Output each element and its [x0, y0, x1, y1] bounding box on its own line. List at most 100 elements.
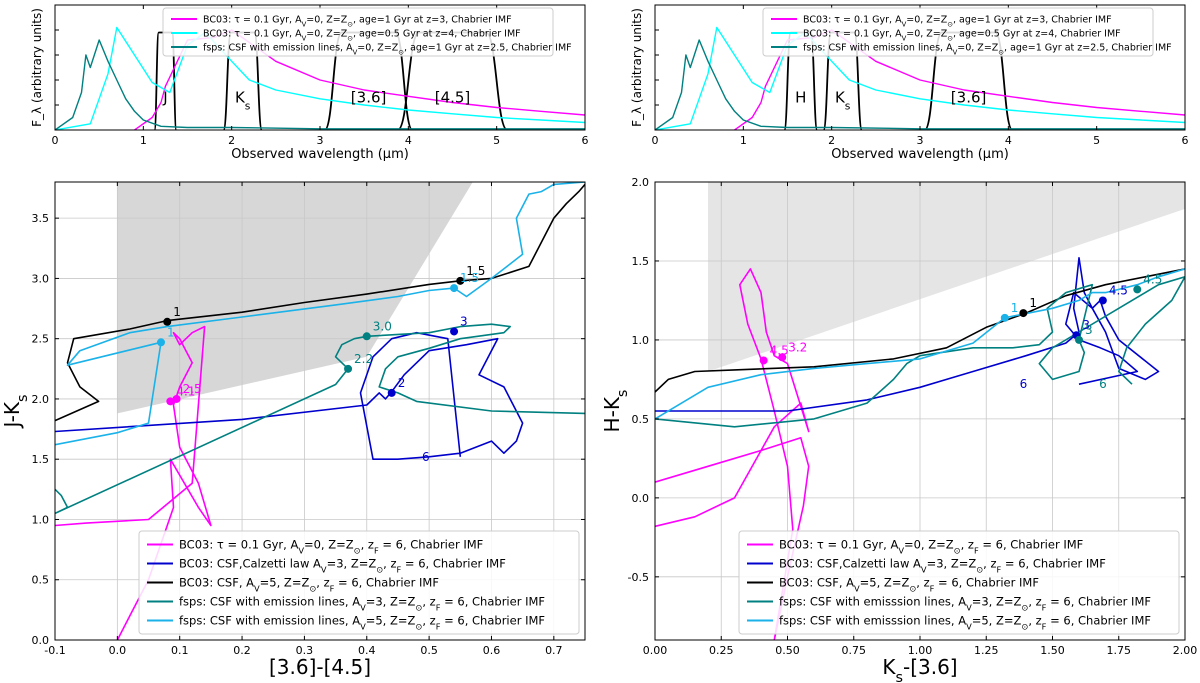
- data-point: [778, 353, 787, 362]
- data-point: [1133, 285, 1142, 294]
- legend-label: BC03: τ = 0.1 Gyr, AV=0, Z=Z⊙, age=0.5 G…: [803, 28, 1121, 42]
- end-label: 6: [422, 450, 430, 464]
- x-tick-label: 2: [828, 134, 835, 147]
- legend: BC03: τ = 0.1 Gyr, AV=0, Z=Z⊙, zF = 6, C…: [138, 530, 580, 635]
- point-label: 3.0: [373, 319, 392, 333]
- legend: BC03: τ = 0.1 Gyr, AV=0, Z=Z⊙, age=1 Gyr…: [762, 7, 1172, 57]
- data-point: [387, 388, 396, 397]
- chart-sed_left: J Ks [3.6] [4.5] 0 1 2 3 4 5 6 Observed wavelength …: [30, 4, 589, 162]
- x-tick-label: 0.25: [709, 644, 734, 657]
- y-tick-label: 1.0: [32, 513, 50, 526]
- filter-label: H: [795, 89, 806, 107]
- x-axis-label: [3.6]-[4.5]: [269, 655, 371, 679]
- series-line-4: [55, 182, 585, 446]
- legend-label: BC03: CSF,Calzetti law AV=3, Z=Z⊙, zF = …: [179, 557, 506, 575]
- x-tick-label: 6: [582, 134, 589, 147]
- data-point: [450, 284, 459, 293]
- x-tick-label: 0.50: [775, 644, 800, 657]
- series-line-2: [55, 39, 585, 130]
- x-tick-label: 0.4: [358, 644, 376, 657]
- data-point: [456, 276, 465, 285]
- x-tick-label: 1.50: [1040, 644, 1065, 657]
- x-tick-label: 0.75: [842, 644, 867, 657]
- x-tick-label: 1.25: [974, 644, 999, 657]
- point-label: 1.5: [460, 271, 479, 285]
- point-label: 2.2: [354, 352, 373, 366]
- x-tick-label: 1.75: [1107, 644, 1132, 657]
- y-tick-label: 1.0: [632, 334, 650, 347]
- x-tick-label: 2.00: [1173, 644, 1198, 657]
- data-point: [166, 397, 175, 406]
- series-line-4: [655, 268, 1185, 420]
- point-label: 3: [1082, 318, 1090, 332]
- filter-label: [3.6]: [951, 89, 987, 107]
- y-tick-label: 3.5: [32, 212, 50, 225]
- end-label: 6: [1099, 377, 1107, 391]
- filter-label: Ks: [835, 89, 851, 113]
- y-tick-label: 2.5: [32, 333, 50, 346]
- point-label: 4.5: [1109, 283, 1128, 297]
- x-tick-label: 1: [740, 134, 747, 147]
- x-tick-label: 5: [1093, 134, 1100, 147]
- x-tick-label: 0: [652, 134, 659, 147]
- data-point: [1075, 335, 1083, 344]
- x-tick-label: 4: [1005, 134, 1012, 147]
- series-line-1: [655, 26, 1185, 130]
- legend-label: fsps: CSF with emission lines, AV=0, Z=Z…: [803, 42, 1172, 56]
- data-point: [759, 356, 768, 365]
- x-tick-label: 3: [317, 134, 324, 147]
- chart-cc_left: 111.51.53.0 32.224.12.56-0.1 0.0 0.1 0.2 0.3 0…: [0, 181, 586, 679]
- legend-label: BC03: τ = 0.1 Gyr, AV=0, Z=Z⊙, zF = 6, C…: [779, 538, 1083, 556]
- legend-label: fsps: CSF with emission lines, AV=5, Z=Z…: [179, 614, 545, 632]
- selection-region: [708, 182, 1185, 372]
- series-line-2: [55, 183, 585, 422]
- point-label: 1: [173, 305, 181, 319]
- legend-label: BC03: CSF, AV=5, Z=Z⊙, zF = 6, Chabrier …: [779, 576, 1039, 594]
- data-point: [362, 332, 371, 341]
- data-point: [1000, 313, 1009, 322]
- x-axis-label: Observed wavelength (µm): [231, 147, 409, 162]
- y-tick-label: -0.5: [628, 571, 649, 584]
- x-axis-label: Observed wavelength (µm): [831, 147, 1009, 162]
- x-tick-label: -0.1: [44, 644, 65, 657]
- legend-box: [738, 530, 1180, 635]
- point-label: 3: [460, 314, 468, 328]
- legend-label: BC03: CSF, AV=5, Z=Z⊙, zF = 6, Chabrier …: [179, 576, 439, 594]
- y-tick-label: 2.0: [32, 393, 50, 406]
- filter-label: [4.5]: [435, 89, 471, 107]
- legend-box: [138, 530, 580, 635]
- x-tick-label: 0.0: [109, 644, 127, 657]
- selection-region: [117, 182, 473, 414]
- point-label: 2.5: [183, 382, 202, 396]
- legend-box: [162, 7, 554, 57]
- end-label: 6: [1020, 377, 1028, 391]
- y-tick-label: 0.5: [32, 574, 50, 587]
- x-tick-label: 6: [1182, 134, 1189, 147]
- y-tick-label: 0.5: [632, 413, 650, 426]
- x-tick-label: 0.6: [483, 644, 501, 657]
- chart-sed_right: H Ks [3.6] 0 1 2 3 4 5 6 Observed wavelength (µm) F…: [630, 4, 1189, 162]
- point-label: 3: [1085, 323, 1093, 337]
- data-point: [172, 394, 181, 403]
- point-label: 4.1: [176, 384, 195, 398]
- x-tick-label: 0.2: [233, 644, 251, 657]
- point-label: 1: [1029, 296, 1037, 310]
- data-point: [344, 364, 353, 373]
- x-axis-label: Ks-[3.6]: [882, 655, 957, 683]
- series-line-0: [655, 268, 810, 640]
- x-tick-label: 0.7: [545, 644, 563, 657]
- plot-area: [55, 26, 585, 130]
- y-tick-label: 1.5: [32, 453, 50, 466]
- series-line-0: [134, 29, 585, 130]
- y-axis-label: F_λ (arbitrary units): [30, 8, 44, 127]
- legend-box: [762, 7, 1154, 57]
- series-line-2: [655, 268, 1185, 393]
- legend: BC03: τ = 0.1 Gyr, AV=0, Z=Z⊙, zF = 6, C…: [738, 530, 1180, 635]
- data-point: [1019, 309, 1028, 318]
- axes-frame: [54, 181, 586, 641]
- legend-label: BC03: τ = 0.1 Gyr, AV=0, Z=Z⊙, age=0.5 G…: [203, 28, 521, 42]
- x-tick-label: 0: [52, 134, 59, 147]
- point-label: 1.5: [466, 264, 485, 278]
- legend-label: BC03: τ = 0.1 Gyr, AV=0, Z=Z⊙, age=1 Gyr…: [803, 14, 1112, 28]
